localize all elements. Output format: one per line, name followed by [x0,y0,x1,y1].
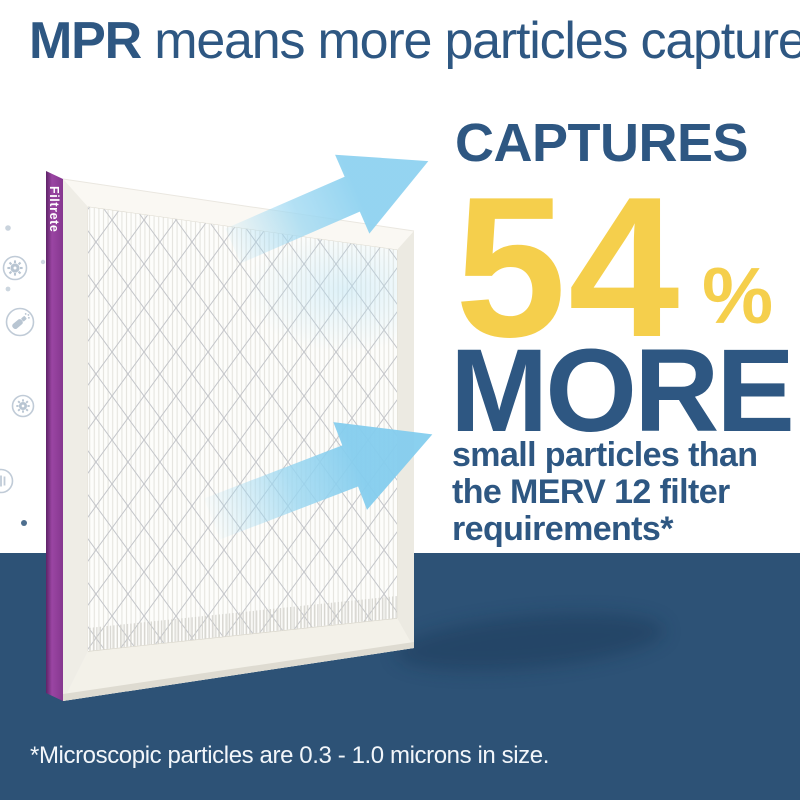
filter-spine [46,171,63,701]
dot-particle [21,520,27,526]
spray-particle-icon [5,307,35,337]
filter-media-mesh [88,207,397,651]
headline-emphasis: MPR [29,12,142,70]
dot-particle [5,225,11,231]
more-label: MORE [450,325,795,457]
stat-percent-sign: % [702,251,774,340]
gear-particle-icon [11,394,35,418]
frame-top-face [63,179,414,250]
headline: MPR means more particles captured [29,12,800,72]
stat-detail-text: small particles than the MERV 12 filter … [452,436,758,548]
headline-text: means more particles captured [140,12,800,70]
particle-decorations [0,225,46,526]
footnote-text: *Microscopic particles are 0.3 - 1.0 mic… [30,742,549,769]
frame-left-face [63,179,88,701]
gear-particle-icon [2,255,28,281]
filter-shadow [395,613,665,671]
stat-detail-line: the MERV 12 filter [452,473,730,511]
partial-particle-icon [0,468,14,494]
frame-bottom-face [63,618,414,701]
airflow-arrow-top [225,154,429,264]
airflow-arrow-bottom [204,422,433,540]
stat-value: 54 [455,156,682,379]
stat-detail-line: small particles than [452,436,758,474]
air-filter-product: Filtrete [46,171,415,701]
dot-particle [5,286,11,292]
brand-label: Filtrete [47,186,61,232]
captures-label: CAPTURES [455,113,749,173]
dot-particle [40,259,46,265]
stat-detail-line: requirements* [452,510,673,548]
frame-bottom-bevel [63,642,414,701]
